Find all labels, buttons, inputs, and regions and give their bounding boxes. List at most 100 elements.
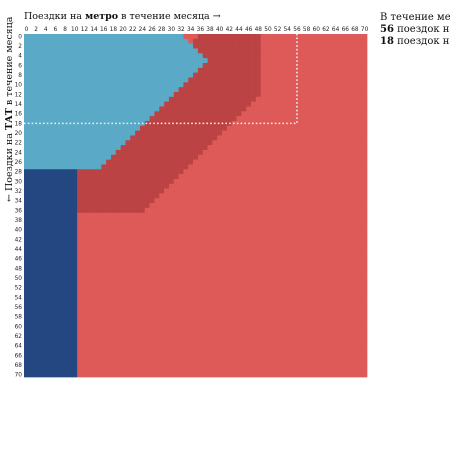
cell-red[interactable] (77, 261, 83, 267)
cell-red[interactable] (304, 227, 310, 233)
cell-red[interactable] (347, 251, 353, 257)
cell-red[interactable] (222, 275, 228, 281)
cell-darkred[interactable] (96, 183, 102, 189)
cell-red[interactable] (222, 343, 228, 349)
cell-darkred[interactable] (197, 145, 204, 151)
cell-navy[interactable] (72, 362, 78, 368)
cell-darkred[interactable] (255, 77, 262, 83)
cell-red[interactable] (265, 338, 271, 344)
cell-red[interactable] (173, 227, 179, 233)
cell-red[interactable] (183, 343, 189, 349)
cell-red[interactable] (241, 130, 247, 136)
cell-darkred[interactable] (183, 91, 189, 98)
cell-red[interactable] (318, 246, 324, 252)
cell-red[interactable] (255, 319, 262, 325)
cell-red[interactable] (357, 111, 363, 117)
cell-blue[interactable] (48, 82, 54, 88)
cell-navy[interactable] (43, 372, 49, 378)
cell-navy[interactable] (24, 169, 30, 175)
cell-red[interactable] (101, 323, 107, 330)
cell-darkred[interactable] (183, 164, 189, 170)
cell-red[interactable] (333, 212, 339, 218)
cell-red[interactable] (168, 285, 175, 291)
cell-red[interactable] (255, 222, 262, 228)
cell-red[interactable] (77, 357, 83, 363)
cell-darkred[interactable] (236, 96, 242, 102)
cell-red[interactable] (323, 77, 329, 83)
cell-red[interactable] (338, 319, 344, 325)
cell-blue[interactable] (72, 87, 78, 93)
cell-red[interactable] (222, 207, 228, 214)
cell-red[interactable] (323, 140, 329, 146)
cell-red[interactable] (323, 207, 329, 214)
cell-red[interactable] (241, 338, 247, 344)
cell-blue[interactable] (130, 120, 136, 127)
cell-red[interactable] (77, 328, 83, 334)
cell-red[interactable] (260, 314, 266, 320)
cell-darkred[interactable] (139, 140, 146, 146)
cell-red[interactable] (193, 34, 199, 40)
cell-red[interactable] (275, 251, 281, 257)
cell-red[interactable] (110, 352, 117, 359)
cell-red[interactable] (251, 198, 257, 204)
cell-red[interactable] (91, 246, 97, 252)
cell-red[interactable] (159, 256, 165, 262)
cell-red[interactable] (328, 299, 334, 305)
cell-red[interactable] (342, 251, 349, 257)
cell-red[interactable] (275, 261, 281, 267)
cell-red[interactable] (164, 352, 170, 359)
cell-red[interactable] (241, 217, 247, 223)
cell-navy[interactable] (62, 241, 68, 247)
cell-navy[interactable] (38, 261, 44, 267)
cell-red[interactable] (197, 178, 204, 185)
cell-red[interactable] (333, 309, 339, 315)
cell-red[interactable] (362, 130, 368, 136)
cell-red[interactable] (347, 101, 353, 107)
cell-blue[interactable] (101, 130, 107, 136)
cell-blue[interactable] (178, 43, 184, 49)
cell-red[interactable] (231, 232, 237, 238)
cell-red[interactable] (284, 236, 291, 243)
cell-red[interactable] (251, 212, 257, 218)
cell-red[interactable] (338, 343, 344, 349)
cell-red[interactable] (294, 304, 300, 310)
cell-red[interactable] (110, 309, 117, 315)
cell-red[interactable] (120, 338, 126, 344)
cell-blue[interactable] (125, 116, 131, 122)
cell-red[interactable] (226, 212, 233, 218)
cell-red[interactable] (81, 232, 88, 238)
cell-red[interactable] (246, 241, 252, 247)
cell-red[interactable] (289, 101, 295, 107)
cell-blue[interactable] (43, 125, 49, 131)
cell-red[interactable] (342, 309, 349, 315)
cell-red[interactable] (270, 323, 276, 330)
cell-navy[interactable] (67, 198, 73, 204)
cell-red[interactable] (154, 207, 160, 214)
cell-blue[interactable] (106, 149, 112, 156)
cell-red[interactable] (173, 270, 179, 276)
cell-red[interactable] (130, 232, 136, 238)
cell-red[interactable] (275, 154, 281, 160)
cell-red[interactable] (222, 348, 228, 354)
cell-red[interactable] (91, 241, 97, 247)
cell-red[interactable] (197, 270, 204, 276)
cell-red[interactable] (299, 135, 305, 141)
cell-red[interactable] (188, 290, 194, 296)
cell-red[interactable] (86, 352, 92, 359)
cell-navy[interactable] (67, 222, 73, 228)
cell-red[interactable] (357, 343, 363, 349)
cell-red[interactable] (197, 265, 204, 272)
cell-blue[interactable] (154, 67, 160, 73)
cell-red[interactable] (251, 222, 257, 228)
cell-red[interactable] (144, 294, 150, 301)
cell-darkred[interactable] (222, 106, 228, 112)
cell-red[interactable] (333, 159, 339, 165)
cell-darkred[interactable] (96, 188, 102, 194)
cell-blue[interactable] (168, 91, 175, 98)
cell-red[interactable] (333, 352, 339, 359)
cell-red[interactable] (313, 338, 320, 344)
cell-red[interactable] (289, 367, 295, 373)
cell-blue[interactable] (168, 43, 175, 49)
cell-red[interactable] (149, 261, 155, 267)
cell-red[interactable] (86, 309, 92, 315)
